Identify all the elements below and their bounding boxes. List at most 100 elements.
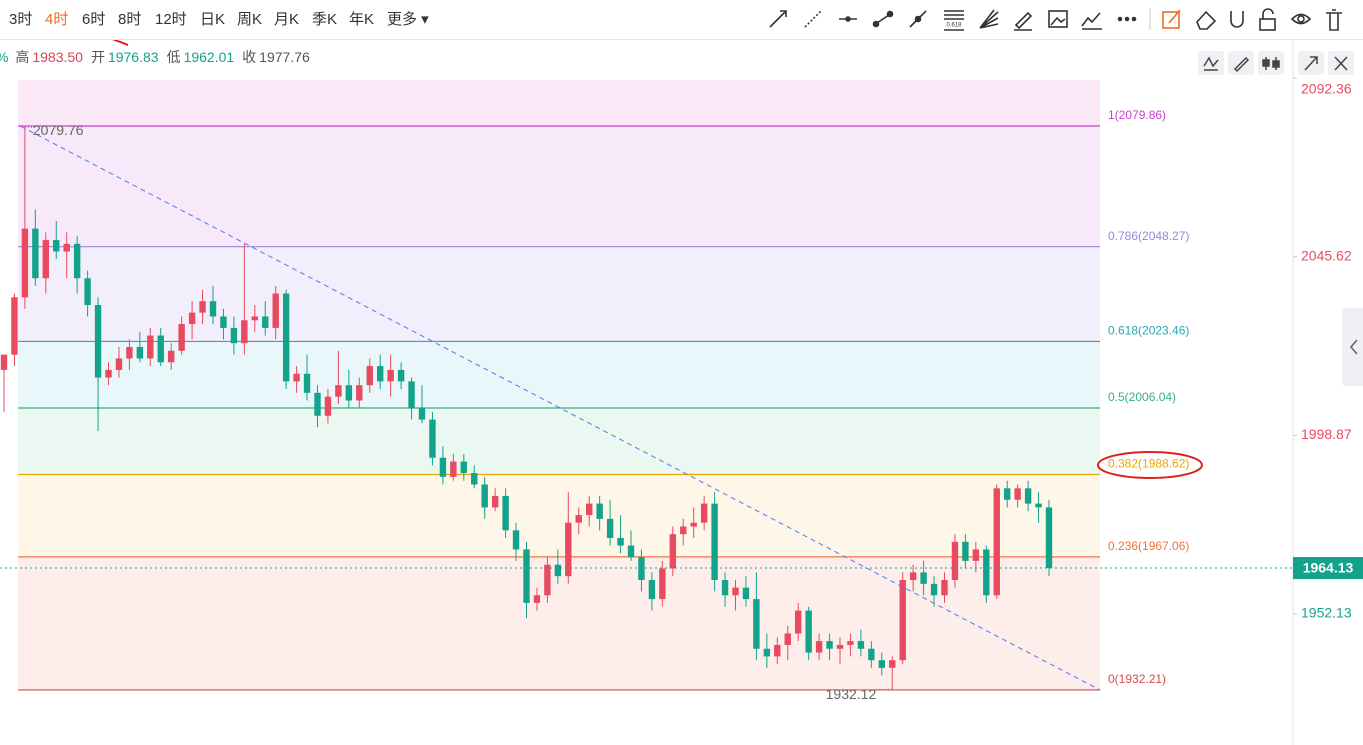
candle-body: [366, 366, 373, 386]
collapse-tab[interactable]: [1342, 308, 1363, 386]
candle-body: [763, 648, 771, 657]
candle-body: [680, 526, 687, 535]
candle-body: [586, 503, 593, 516]
candle-body: [115, 358, 123, 370]
fib-label: 0.786(2048.27): [1108, 229, 1189, 243]
period-button[interactable]: 周K: [237, 11, 263, 28]
candle-body: [147, 335, 154, 359]
candle-body: [753, 599, 760, 649]
candle-body: [481, 484, 488, 508]
candle-body: [1045, 507, 1053, 569]
period-button[interactable]: 日K: [200, 11, 226, 28]
last-price-tag: [1293, 557, 1363, 580]
candle-body: [899, 579, 906, 661]
y-tick-label: 1952.13: [1301, 605, 1352, 621]
period-button[interactable]: 季K: [312, 11, 338, 28]
candle-body: [889, 660, 896, 668]
candle-body: [700, 503, 708, 523]
candle-body: [209, 301, 217, 317]
candle-body: [387, 369, 394, 382]
candle-body: [554, 564, 562, 577]
candle-body: [512, 530, 520, 550]
candle-body: [168, 350, 175, 363]
candle-body: [533, 595, 541, 603]
candle-body: [460, 461, 467, 474]
highlight-ellipse: [1097, 451, 1203, 479]
chart-buttons: [1198, 51, 1354, 75]
candle-body: [565, 522, 572, 577]
candle-body: [690, 522, 697, 527]
candle-body: [408, 381, 415, 409]
quote-value: 1977.76: [259, 49, 310, 65]
period-button[interactable]: 12时: [155, 11, 187, 28]
fib-band: [18, 474, 1100, 557]
candle-body: [774, 644, 781, 657]
candle-body: [94, 304, 102, 378]
fib-label: 1(2079.86): [1108, 108, 1166, 122]
candle-body: [983, 549, 990, 596]
candle-body: [377, 366, 384, 382]
candle-body: [951, 541, 959, 580]
candle-body: [220, 316, 227, 328]
candle-body: [0, 354, 8, 370]
candle-body: [1035, 503, 1042, 508]
candle-body: [941, 579, 948, 596]
more-button[interactable]: 更多 ▾: [387, 11, 429, 28]
candle-body: [742, 587, 750, 600]
candle-body: [324, 396, 332, 416]
quote-value: 1983.50: [32, 49, 83, 65]
last-price-label: 1964.13: [1303, 560, 1354, 576]
quote-prefix: %: [0, 49, 8, 65]
period-button[interactable]: 6时: [82, 11, 106, 28]
quote-label: 高: [15, 49, 30, 65]
button[interactable]: [1258, 51, 1284, 75]
period-button[interactable]: 年K: [349, 11, 375, 28]
candle-body: [795, 610, 802, 634]
quote-label: 低: [166, 49, 181, 65]
candle-body: [617, 537, 624, 546]
candle-body: [136, 347, 144, 359]
fib-band: [18, 246, 1100, 342]
candle-body: [199, 301, 206, 313]
candle-body: [502, 495, 509, 531]
period-button[interactable]: 月K: [274, 11, 300, 28]
period-button[interactable]: 8时: [118, 11, 142, 28]
high-annotation: 2079.76: [33, 122, 84, 138]
candle-body: [303, 373, 311, 393]
fib-band: [18, 407, 1100, 475]
more-label: 更多: [387, 11, 418, 28]
candle-body: [659, 568, 666, 600]
toolbar: 更多 ▾ 0.618 3时 4时 6时 8时 12时 日K 周K 月K 季K 年K: [0, 0, 1363, 40]
candle-body: [721, 579, 729, 596]
candle-body: [784, 633, 791, 645]
fib-band: [18, 80, 1100, 127]
candle-body: [230, 327, 238, 344]
fib-band: [18, 341, 1100, 408]
y-tick-label: 2092.36: [1301, 81, 1352, 97]
fib-icon-label: 0.618: [946, 23, 962, 29]
candle-body: [868, 648, 875, 661]
candle-body: [648, 579, 656, 600]
candle-body: [282, 293, 290, 382]
fib-label: 0.382(1988.62): [1108, 457, 1189, 471]
candle-body: [826, 641, 833, 649]
fib-label: 0(1932.21): [1108, 672, 1166, 686]
candle-body: [596, 503, 603, 519]
candle-body: [356, 385, 363, 401]
candle-body: [157, 335, 164, 363]
period-button[interactable]: 4时: [45, 11, 69, 28]
candle-body: [1004, 488, 1011, 500]
candle-body: [575, 515, 582, 523]
candle-body: [878, 660, 885, 668]
candle-body: [42, 240, 49, 279]
candle-body: [972, 549, 980, 561]
period-button[interactable]: 3时: [9, 11, 33, 28]
low-annotation: 1932.12: [826, 686, 877, 702]
candle-body: [345, 385, 353, 401]
candle-body: [909, 572, 917, 580]
candle-body: [418, 408, 426, 420]
fib-label: 0.5(2006.04): [1108, 390, 1176, 404]
candle-body: [53, 240, 60, 252]
